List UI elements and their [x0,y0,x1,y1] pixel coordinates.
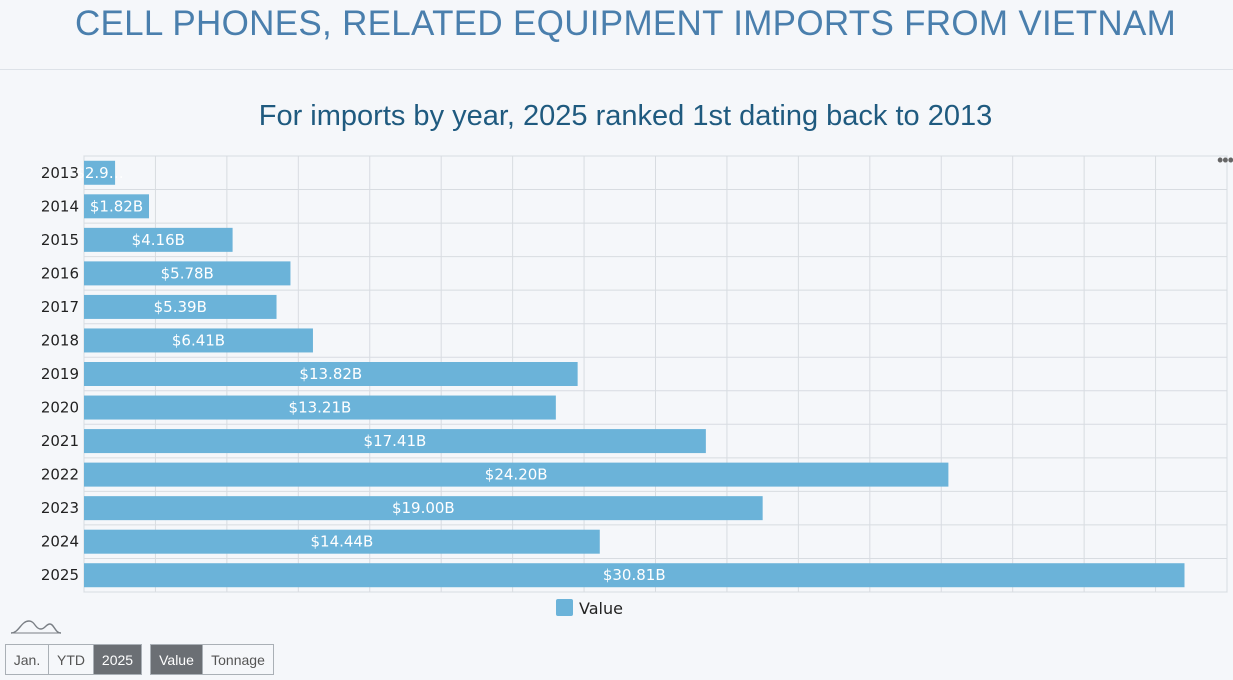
y-tick-label: 2023 [41,499,79,517]
page-title: CELL PHONES, RELATED EQUIPMENT IMPORTS F… [74,4,1177,43]
bar-data-label: $19.00B [392,499,455,517]
y-tick-label: 2025 [41,566,79,584]
bar[interactable] [84,194,150,219]
y-tick-label: 2015 [41,231,79,249]
period-button-ytd[interactable]: YTD [49,645,94,674]
bar-data-label: $6.41B [172,331,225,349]
period-button-jan[interactable]: Jan. [6,645,49,674]
chart-labels: 2013$2.9… 2014 $1.82B 2015 $4.16B 2016 $5.78B 2… [41,164,666,584]
bar-data-label: $2.9… [75,164,123,182]
bar-data-label: $4.16B [132,231,185,249]
bar-data-label: $5.39B [154,298,207,316]
legend-swatch[interactable] [556,599,573,616]
y-tick-label: 2019 [41,365,79,383]
bar-data-label: $24.20B [485,466,548,484]
bar-data-label: $13.21B [289,399,352,417]
period-button-2025[interactable]: 2025 [94,645,141,674]
bar-data-label: $13.82B [299,365,362,383]
y-tick-label: 2013 [41,164,79,182]
bar-data-label: $5.78B [161,264,214,282]
bar[interactable] [84,496,763,521]
bar[interactable] [84,395,556,420]
y-tick-label: 2022 [41,466,79,484]
metric-toggle-group: Value Tonnage [150,644,274,675]
chart-bars [84,160,1185,588]
bar[interactable] [84,429,706,454]
bar-data-label: $14.44B [310,533,373,551]
bar[interactable] [84,563,1185,588]
bar[interactable] [84,294,277,319]
y-tick-label: 2018 [41,331,79,349]
bar[interactable] [84,462,949,487]
bar[interactable] [84,328,313,353]
chart-title: For imports by year, 2025 ranked 1st dat… [258,100,993,132]
legend-label[interactable]: Value [579,599,623,618]
bar-data-label: $1.82B [90,197,143,215]
y-tick-label: 2021 [41,432,79,450]
bar[interactable] [84,529,600,554]
bar-data-label: $17.41B [364,432,427,450]
period-toggle-group: Jan. YTD 2025 [5,644,142,675]
bar[interactable] [84,362,578,386]
bar[interactable] [84,261,291,286]
title-divider [0,69,1233,70]
metric-button-value[interactable]: Value [151,645,203,674]
bar[interactable] [84,160,116,185]
metric-button-tonnage[interactable]: Tonnage [203,645,273,674]
mountain-logo-icon [9,617,63,640]
bar-chart: 2013$2.9… 2014 $1.82B 2015 $4.16B 2016 $5.78B 2… [41,155,1228,618]
more-dots-icon[interactable]: ••• [1217,150,1233,170]
y-tick-label: 2017 [41,298,79,316]
y-tick-label: 2016 [41,264,79,282]
y-tick-label: 2024 [41,533,79,551]
y-tick-label: 2014 [41,197,79,215]
y-tick-label: 2020 [41,399,79,417]
bar-data-label: $30.81B [603,566,666,584]
bar[interactable] [84,227,233,252]
chart-legend[interactable]: Value [556,599,623,618]
